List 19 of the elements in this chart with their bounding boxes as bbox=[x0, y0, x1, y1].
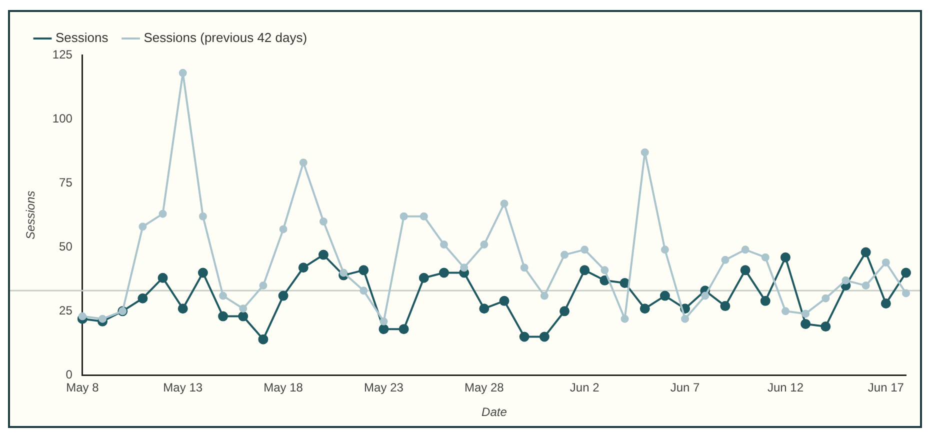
legend-label: Sessions bbox=[56, 30, 109, 46]
x-tick-label: Jun 2 bbox=[570, 380, 600, 395]
x-tick-label: May 28 bbox=[464, 380, 504, 395]
x-tick-label: May 8 bbox=[66, 380, 100, 395]
x-tick-label: May 23 bbox=[364, 380, 404, 395]
y-tick-label: 75 bbox=[59, 175, 73, 190]
x-tick-label: May 18 bbox=[264, 380, 304, 395]
x-tick-label: May 13 bbox=[163, 380, 203, 395]
y-tick-label: 25 bbox=[59, 303, 73, 318]
x-axis-title: Date bbox=[482, 405, 508, 420]
y-tick-label: 0 bbox=[66, 368, 73, 382]
x-tick-label: Jun 12 bbox=[767, 380, 804, 395]
y-tick-label: 50 bbox=[59, 239, 73, 254]
y-tick-label: 125 bbox=[52, 47, 73, 62]
y-axis-title: Sessions bbox=[24, 190, 38, 240]
x-tick-label: Jun 7 bbox=[670, 380, 700, 395]
legend-label: Sessions (previous 42 days) bbox=[144, 30, 308, 46]
y-tick-label: 100 bbox=[52, 111, 73, 126]
x-tick-label: Jun 17 bbox=[868, 380, 904, 395]
